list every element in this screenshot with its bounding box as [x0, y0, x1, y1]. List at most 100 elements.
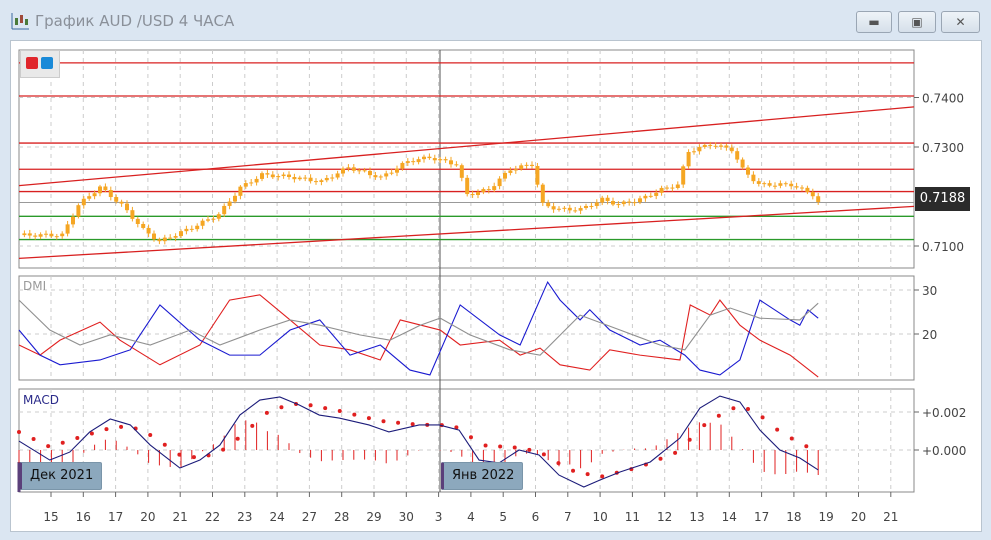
- macd-signal-dot: [527, 447, 532, 452]
- candle-body: [551, 206, 556, 210]
- x-axis-label: 17: [108, 510, 123, 524]
- candle-body: [486, 189, 491, 191]
- price-axis-label: 0.7400: [922, 92, 964, 106]
- macd-signal-dot: [279, 405, 284, 410]
- candle-body: [557, 208, 561, 210]
- blue-square-icon[interactable]: [41, 57, 53, 69]
- x-axis-label: 7: [564, 510, 572, 524]
- x-axis-label: 14: [722, 510, 737, 524]
- candle-body: [249, 182, 254, 184]
- macd-signal-dot: [337, 409, 342, 414]
- macd-signal-dot: [250, 423, 255, 428]
- candle-body: [751, 174, 756, 182]
- candle-body: [373, 175, 378, 178]
- candle-body: [692, 151, 696, 153]
- candle-body: [567, 207, 572, 211]
- x-axis-label: 12: [657, 510, 672, 524]
- macd-signal-dot: [600, 474, 605, 479]
- candle-body: [562, 207, 567, 209]
- macd-signal-dot: [89, 431, 94, 436]
- candle-body: [27, 233, 32, 236]
- x-axis-label: 29: [366, 510, 381, 524]
- candle-body: [71, 216, 75, 225]
- candle-body: [513, 169, 518, 171]
- red-square-icon[interactable]: [26, 57, 38, 69]
- candle-body: [308, 177, 313, 182]
- macd-signal-dot: [571, 468, 576, 473]
- candle-body: [773, 185, 777, 187]
- candle-body: [297, 177, 302, 180]
- macd-line: [18, 395, 819, 488]
- candle-body: [141, 223, 146, 228]
- x-axis-label: 5: [499, 510, 507, 524]
- candle-body: [303, 177, 308, 179]
- panel-frame-1: [18, 275, 915, 381]
- price-axis-label: 0.7300: [922, 141, 964, 155]
- candle-body: [594, 202, 599, 206]
- candle-body: [519, 165, 524, 170]
- candle-body: [778, 183, 783, 186]
- maximize-button[interactable]: ▣: [898, 11, 936, 33]
- candle-body: [675, 184, 680, 188]
- candle-body: [476, 192, 480, 195]
- candle-body: [384, 173, 389, 177]
- candle-body: [524, 164, 529, 166]
- x-axis-label: 3: [435, 510, 443, 524]
- candle-body: [76, 205, 81, 217]
- candle-body: [719, 145, 723, 147]
- candle-body: [98, 186, 102, 194]
- candle-body: [65, 224, 70, 234]
- macd-signal-dot: [148, 432, 153, 437]
- candle-body: [540, 184, 545, 203]
- candle-body: [184, 228, 189, 232]
- dmi-axis-label: 20: [922, 328, 937, 342]
- candle-body: [697, 147, 702, 152]
- candle-body: [368, 170, 372, 176]
- candle-body: [157, 239, 162, 242]
- candle-body: [222, 205, 227, 215]
- candle-body: [578, 208, 583, 211]
- candle-body: [729, 147, 734, 152]
- minimize-button[interactable]: ▬: [856, 11, 892, 33]
- candle-body: [740, 159, 745, 168]
- macd-signal-dot: [60, 440, 65, 445]
- candle-body: [38, 234, 43, 237]
- candle-body: [411, 161, 416, 163]
- candle-body: [330, 177, 335, 179]
- dmi-axis-label: 30: [922, 284, 937, 298]
- macd-signal-dot: [75, 435, 80, 440]
- candle-body: [816, 196, 821, 202]
- candle-body: [400, 162, 405, 169]
- x-axis-label: 18: [786, 510, 801, 524]
- candle-body: [465, 177, 470, 195]
- candle-body: [611, 201, 615, 205]
- current-price-tag: 0.7188: [915, 187, 970, 211]
- candle-body: [427, 156, 432, 159]
- macd-signal-dot: [104, 427, 109, 432]
- candle-body: [503, 172, 507, 179]
- close-button[interactable]: ✕: [941, 11, 980, 33]
- candle-body: [265, 173, 270, 175]
- candle-body: [114, 197, 119, 202]
- candle-body: [389, 172, 394, 174]
- x-axis-label: 15: [43, 510, 58, 524]
- candle-body: [319, 180, 324, 183]
- candle-body: [805, 187, 810, 193]
- macd-signal-dot: [396, 420, 401, 425]
- x-axis-label: 28: [334, 510, 349, 524]
- candle-body: [335, 173, 340, 178]
- candle-body: [378, 176, 383, 178]
- candle-body: [546, 202, 551, 207]
- candle-body: [627, 201, 632, 203]
- x-axis-label: 21: [883, 510, 898, 524]
- candle-body: [22, 233, 27, 236]
- macd-signal-dot: [46, 444, 51, 449]
- macd-signal-dot: [483, 443, 488, 448]
- macd-signal-dot: [410, 422, 415, 427]
- candle-body: [616, 204, 621, 206]
- color-legend[interactable]: [20, 50, 60, 78]
- macd-axis-label: +0.002: [922, 406, 966, 420]
- candle-body: [783, 183, 788, 185]
- x-axis-label: 10: [592, 510, 607, 524]
